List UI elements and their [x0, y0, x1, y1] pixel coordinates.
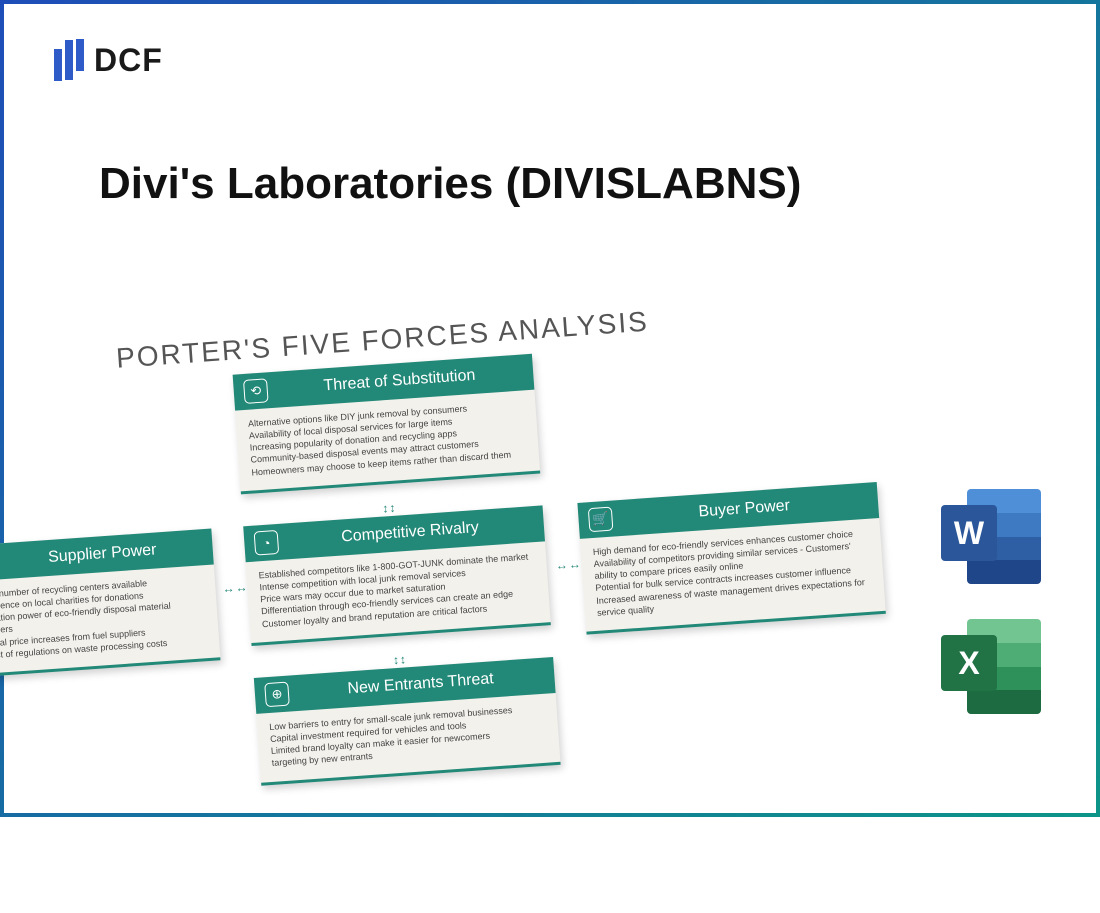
connector-icon: ↔↔	[222, 580, 249, 596]
logo: DCF	[54, 39, 163, 81]
entrants-icon: ⊕	[264, 682, 290, 708]
rivalry-icon: ◔	[254, 530, 280, 556]
force-body: mited number of recycling centers availa…	[0, 564, 220, 677]
buyer-icon: 🛒	[588, 507, 614, 533]
page-title: Divi's Laboratories (DIVISLABNS)	[99, 159, 801, 209]
force-card-supplier: ⊷ Supplier Power mited number of recycli…	[0, 529, 220, 678]
word-letter: W	[941, 505, 997, 561]
excel-letter: X	[941, 635, 997, 691]
word-icon[interactable]: W	[941, 489, 1041, 584]
five-forces-diagram: PORTER'S FIVE FORCES ANALYSIS ⟲ Threat o…	[0, 295, 842, 913]
office-icons: W X	[941, 489, 1041, 714]
logo-bars-icon	[54, 39, 84, 81]
substitution-icon: ⟲	[243, 378, 269, 404]
force-card-buyer: 🛒 Buyer Power High demand for eco-friend…	[577, 482, 885, 634]
connector-icon: ↕↕	[382, 501, 397, 516]
logo-text: DCF	[94, 42, 163, 79]
force-title: Supplier Power	[1, 538, 203, 570]
force-card-rivalry: ◔ Competitive Rivalry Established compet…	[243, 505, 551, 645]
connector-icon: ↕↕	[392, 652, 407, 667]
connector-icon: ↔↔	[555, 557, 582, 573]
force-body: High demand for eco-friendly services en…	[580, 518, 886, 635]
force-card-entrants: ⊕ New Entrants Threat Low barriers to en…	[254, 657, 561, 785]
excel-icon[interactable]: X	[941, 619, 1041, 714]
force-card-substitution: ⟲ Threat of Substitution Alternative opt…	[233, 354, 541, 494]
